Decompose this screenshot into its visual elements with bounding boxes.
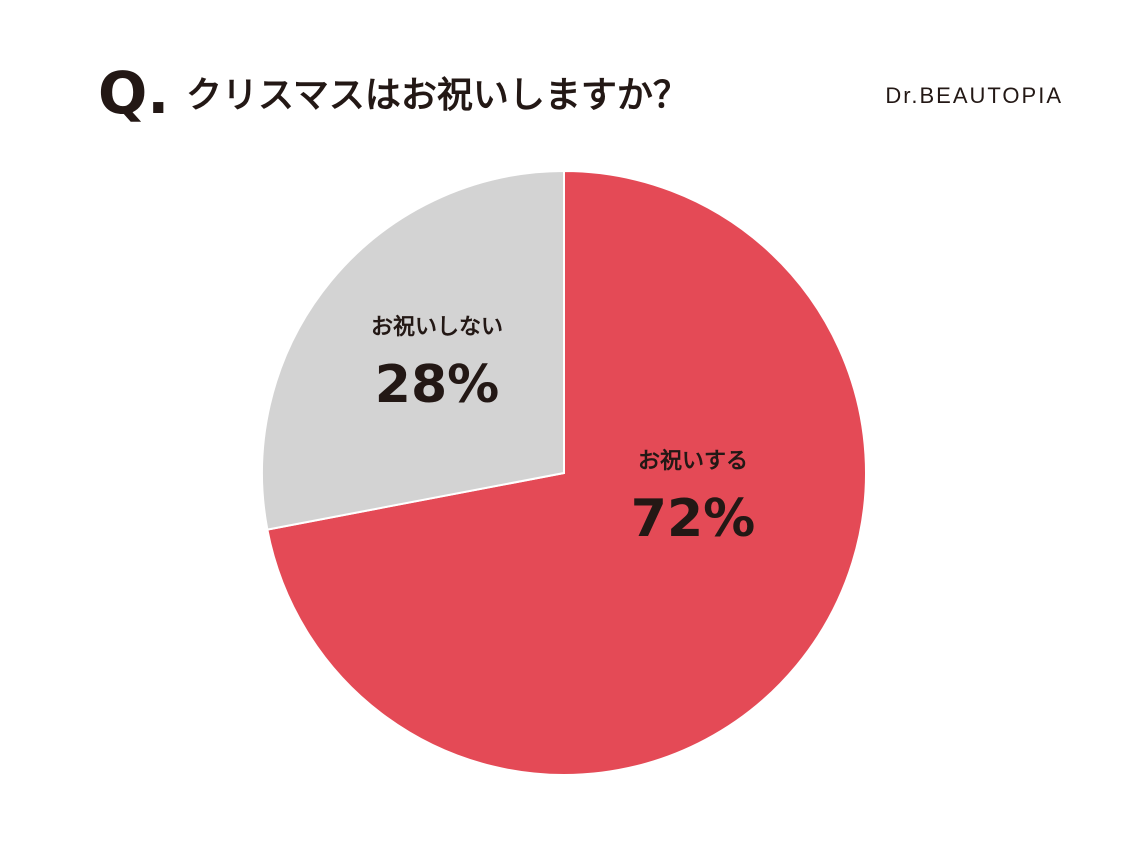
chart-title: クリスマスはお祝いしますか？ — [186, 75, 689, 116]
brand: Dr.BEAUTOPIA — [885, 83, 1063, 108]
labels: お祝いする 72% お祝いしない 28% — [371, 315, 755, 549]
title-prefix: Q. — [98, 59, 169, 127]
pie-slice — [266, 169, 867, 776]
slice-category: お祝いする — [638, 449, 748, 474]
pie — [261, 169, 867, 776]
slice-value: 28% — [375, 355, 499, 415]
slice-value: 72% — [631, 489, 755, 549]
slice-category: お祝いしない — [371, 315, 503, 340]
pie-slice — [261, 169, 565, 531]
